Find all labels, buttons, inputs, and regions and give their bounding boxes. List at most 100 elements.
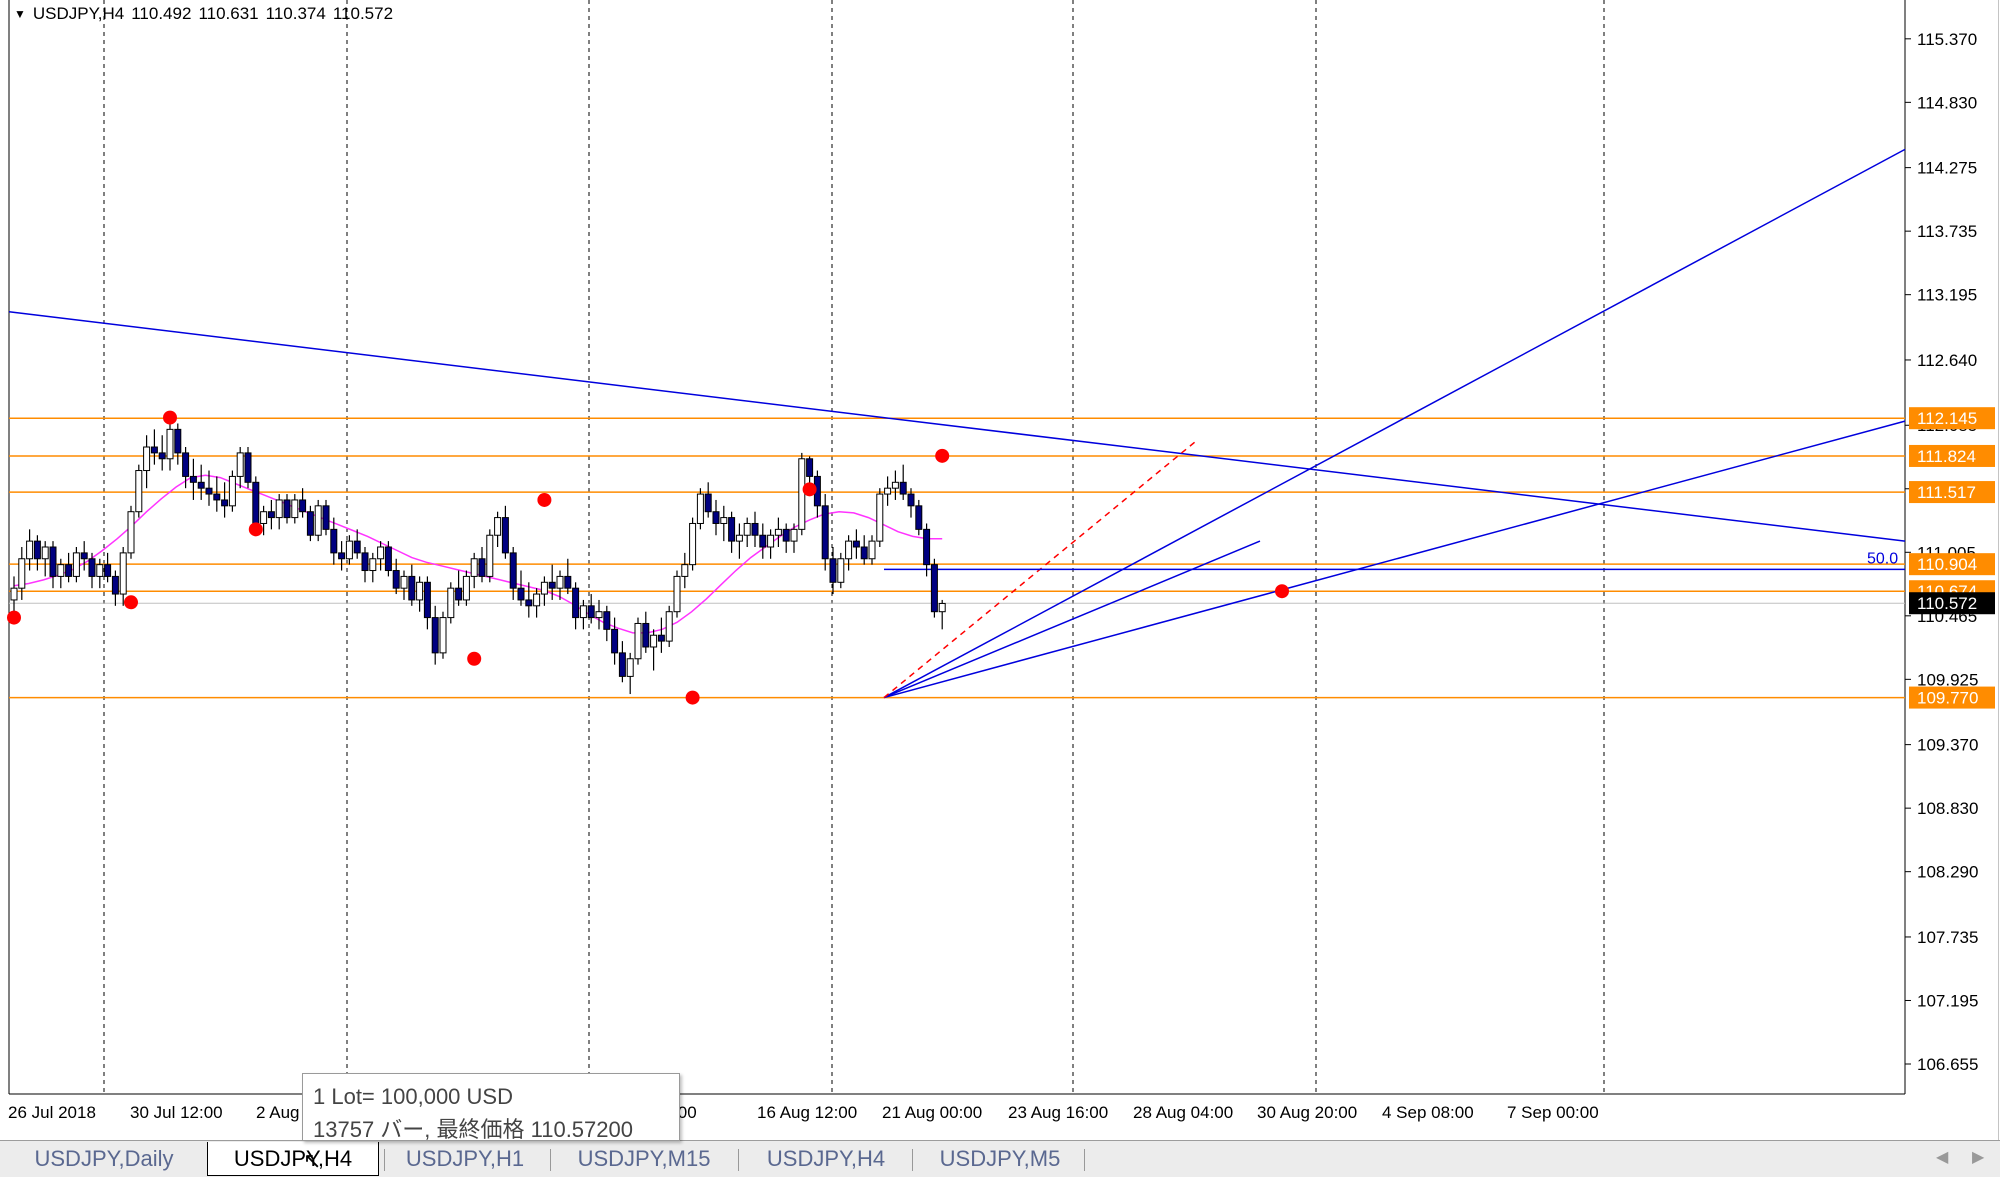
candle-body	[260, 511, 268, 524]
candle-body	[252, 481, 260, 524]
candle-body	[579, 605, 587, 619]
candle-body	[923, 528, 931, 566]
current-price-tag	[1909, 592, 1995, 615]
candle-body	[26, 540, 34, 560]
candle-body	[665, 611, 673, 642]
price-axis-label: 108.290	[1917, 863, 1978, 882]
tab-usdjpy-h1[interactable]: USDJPY,H1	[405, 1146, 525, 1171]
candle-body	[408, 575, 416, 601]
swing-point-marker	[685, 690, 700, 705]
swing-point-marker	[467, 651, 482, 666]
candle-body	[275, 499, 283, 519]
price-axis-label: 107.195	[1917, 991, 1978, 1010]
candle-body	[392, 570, 400, 589]
time-axis-label: 28 Aug 04:00	[1133, 1103, 1233, 1122]
tab-usdjpy-h4[interactable]: USDJPY,H4	[766, 1146, 886, 1171]
swing-point-marker	[7, 610, 21, 625]
candle-body	[57, 564, 65, 577]
candle-body	[595, 611, 603, 619]
candle-body	[369, 558, 377, 572]
candle-body	[291, 499, 299, 519]
time-axis-label: 2 Aug	[256, 1103, 300, 1122]
price-axis-label: 114.275	[1917, 159, 1977, 178]
candle-body	[884, 487, 892, 495]
candle-body	[899, 481, 907, 495]
tooltip-lot-size: 1 Lot= 100,000 USD	[313, 1084, 513, 1109]
tab-usdjpy-m5[interactable]: USDJPY,M5	[939, 1146, 1061, 1171]
candle-body	[556, 575, 564, 589]
candle-body	[462, 575, 470, 601]
level-price-tag	[1909, 481, 1995, 504]
level-price-label: 112.145	[1917, 409, 1977, 428]
candle-body	[540, 581, 548, 595]
price-axis-label: 109.370	[1917, 736, 1978, 755]
candle-body	[322, 505, 330, 530]
candle-body	[868, 540, 876, 560]
symbol-label: USDJPY,H4	[32, 4, 125, 23]
candle-body	[774, 528, 782, 536]
candle-body	[743, 522, 751, 536]
level-price-tag	[1909, 407, 1995, 430]
candle-body	[494, 517, 502, 536]
time-axis-label: 16 Aug 12:00	[757, 1103, 857, 1122]
tab-separator	[738, 1149, 739, 1171]
candle-body	[852, 540, 860, 548]
tab-scroll-right-icon[interactable]: ▶	[1972, 1149, 1985, 1166]
candle-body	[478, 558, 486, 577]
candle-body	[306, 511, 314, 536]
candle-body	[642, 622, 650, 648]
chart-menu-icon[interactable]: ▼	[14, 7, 26, 21]
price-axis-label: 106.655	[1917, 1055, 1978, 1074]
price-chart[interactable]: 115.370 114.830 114.275 113.735 113.195 112.6…	[0, 0, 1999, 1140]
candle-body	[603, 611, 611, 630]
candle-body	[845, 540, 853, 560]
candle-body	[790, 528, 798, 542]
price-axis-label: 114.830	[1917, 93, 1977, 112]
candle-body	[486, 534, 494, 577]
trend-line	[883, 420, 1906, 699]
trend-line	[8, 310, 1906, 542]
candle-body	[673, 575, 681, 613]
price-axis-label: 113.735	[1917, 222, 1977, 241]
candle-body	[236, 452, 244, 477]
candle-body	[681, 564, 689, 577]
time-axis-label: 7 Sep 00:00	[1507, 1103, 1599, 1122]
candle-body	[501, 517, 509, 554]
fibonacci-50-label: 50.0	[1867, 550, 1898, 567]
tab-usdjpy-m15[interactable]: USDJPY,M15	[577, 1146, 711, 1171]
candle-body	[33, 540, 41, 560]
candle-body	[400, 575, 408, 589]
candle-body	[205, 487, 213, 495]
candle-body	[431, 617, 439, 654]
candle-body	[299, 499, 307, 513]
candle-body	[158, 452, 166, 460]
tab-usdjpy-h4-active[interactable]: USDJPY,H4	[207, 1142, 379, 1176]
candle-body	[338, 552, 346, 560]
ohlc-low: 110.374	[265, 4, 326, 23]
chart-tab-bar: USDJPY,Daily USDJPY,H4 USDJPY,H1 USDJPY,…	[0, 1140, 2000, 1177]
tab-scroll-left-icon[interactable]: ◀	[1936, 1149, 1949, 1166]
candle-body	[150, 446, 158, 454]
candle-body	[626, 658, 634, 677]
candle-body	[587, 605, 595, 619]
candle-body	[127, 511, 135, 554]
candle-body	[182, 452, 190, 477]
chart-area[interactable]: 115.370 114.830 114.275 113.735 113.195 112.6…	[0, 0, 1999, 1140]
candle-body	[876, 493, 884, 542]
tab-usdjpy-daily[interactable]: USDJPY,Daily	[34, 1146, 174, 1171]
candle-body	[96, 564, 104, 577]
candle-body	[330, 528, 338, 554]
candle-body	[525, 599, 533, 607]
level-price-label: 110.904	[1917, 555, 1977, 574]
swing-point-marker	[802, 482, 817, 497]
level-price-label: 109.770	[1917, 689, 1978, 708]
candle-body	[221, 499, 229, 507]
candle-body	[41, 546, 49, 560]
tab-separator	[1084, 1149, 1085, 1171]
candle-body	[65, 564, 73, 577]
candle-body	[88, 558, 96, 577]
candle-body	[821, 505, 829, 560]
price-axis-label: 107.735	[1917, 928, 1978, 947]
candle-body	[618, 652, 626, 677]
swing-point-marker	[537, 492, 552, 507]
